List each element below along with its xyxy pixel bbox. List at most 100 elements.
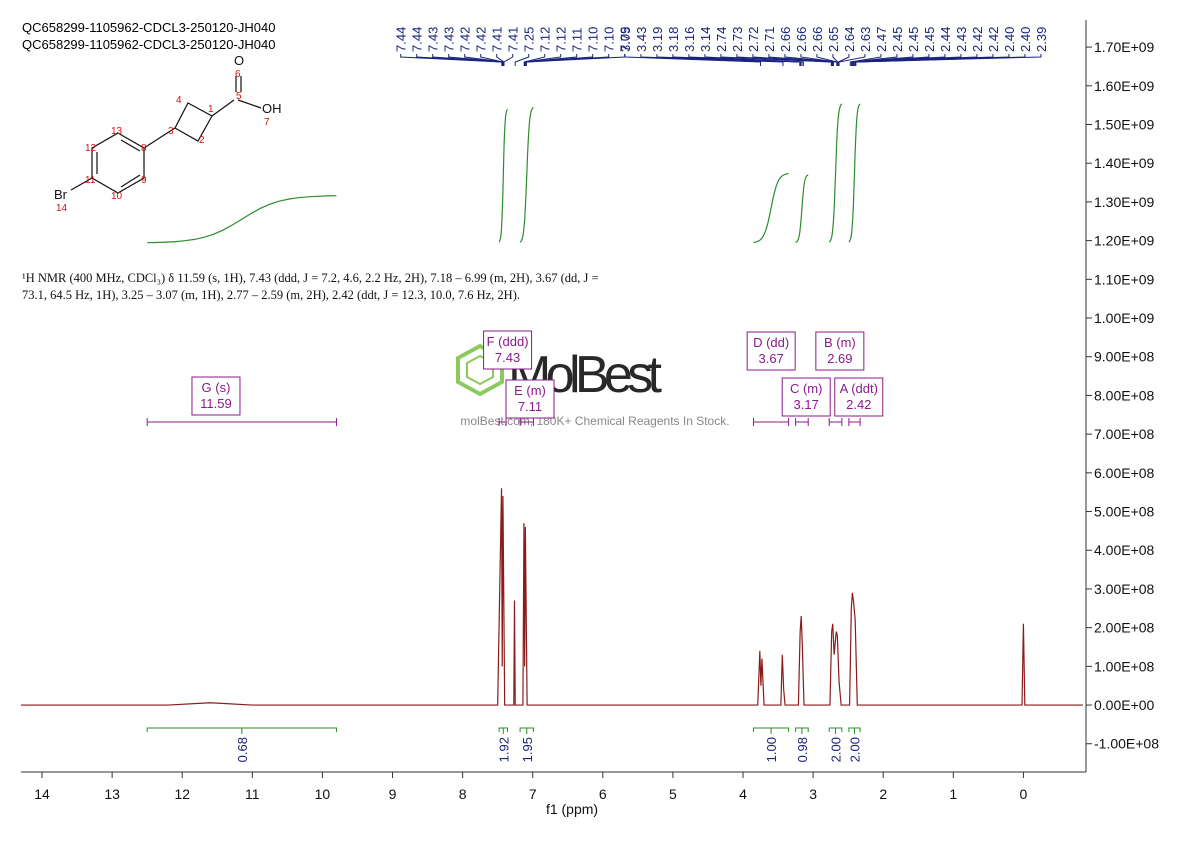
multiplet-box bbox=[746, 331, 796, 371]
peak-label: 3.75 bbox=[618, 27, 633, 52]
atom-number: 1 bbox=[208, 104, 214, 115]
peak-leader bbox=[523, 54, 562, 66]
multiplet-shift: 7.11 bbox=[518, 399, 542, 414]
x-axis-title: f1 (ppm) bbox=[546, 801, 598, 817]
integral-curve bbox=[795, 174, 809, 244]
x-tick-label: 3 bbox=[809, 786, 817, 802]
bond bbox=[70, 177, 93, 191]
y-tick-label: 9.00E+08 bbox=[1094, 349, 1155, 365]
peak-label: 2.45 bbox=[922, 27, 937, 52]
chart-subtitle: QC658299-1105962-CDCL3-250120-JH040 bbox=[22, 37, 275, 52]
multiplet-range bbox=[848, 418, 861, 426]
multiplet-range bbox=[795, 418, 809, 426]
multiplet-range bbox=[828, 418, 843, 426]
peak-leader bbox=[448, 54, 504, 66]
atom-label: O bbox=[234, 53, 244, 68]
bond bbox=[120, 139, 141, 152]
y-tick-label: 6.00E+08 bbox=[1094, 465, 1155, 481]
y-tick-label: -1.00E+08 bbox=[1094, 736, 1159, 752]
multiplet-shift: 7.43 bbox=[495, 350, 520, 365]
atom-number: 4 bbox=[176, 95, 182, 106]
peak-leader bbox=[736, 54, 833, 66]
peak-leader bbox=[832, 54, 839, 66]
peak-label: 3.16 bbox=[682, 27, 697, 52]
multiplet-name: G (s) bbox=[202, 380, 231, 395]
peak-label: 2.72 bbox=[746, 27, 761, 52]
y-tick-label: 1.60E+09 bbox=[1094, 78, 1155, 94]
peak-leader bbox=[416, 54, 503, 66]
multiplet-shift: 3.17 bbox=[794, 397, 819, 412]
peak-leader bbox=[768, 54, 834, 66]
y-tick-label: 1.40E+09 bbox=[1094, 155, 1155, 171]
multiplet-box bbox=[834, 377, 884, 417]
atom-number: 2 bbox=[199, 135, 205, 146]
peak-label: 7.09 bbox=[618, 27, 633, 52]
atom-number: 8 bbox=[141, 143, 147, 154]
y-tick-label: 2.00E+08 bbox=[1094, 620, 1155, 636]
integral-label: 2.00 bbox=[829, 737, 844, 762]
atom-number: 11 bbox=[85, 175, 96, 186]
atom-number: 14 bbox=[56, 203, 68, 214]
peak-label: 7.25 bbox=[522, 27, 537, 52]
x-tick-label: 12 bbox=[174, 786, 190, 802]
ring bbox=[91, 132, 145, 194]
atom-number: 3 bbox=[168, 126, 174, 137]
peak-leader bbox=[752, 54, 834, 66]
integral-curve bbox=[828, 103, 843, 243]
x-tick-label: 9 bbox=[389, 786, 397, 802]
multiplet-box bbox=[815, 331, 865, 371]
peak-leader bbox=[855, 54, 1042, 66]
peak-leader bbox=[838, 54, 866, 66]
integral-label: 0.98 bbox=[795, 737, 810, 762]
integral-label: 1.92 bbox=[496, 737, 511, 762]
peak-label: 3.19 bbox=[650, 27, 665, 52]
integral-label: 2.00 bbox=[847, 737, 862, 762]
atom-number: 5 bbox=[236, 91, 242, 102]
y-tick-label: 1.00E+09 bbox=[1094, 310, 1155, 326]
integral-curve bbox=[147, 195, 337, 244]
multiplet-name: C (m) bbox=[790, 381, 823, 396]
spectrum-line bbox=[21, 488, 1083, 706]
peak-label: 2.66 bbox=[810, 27, 825, 52]
x-tick-label: 14 bbox=[34, 786, 50, 802]
peak-leader bbox=[640, 54, 784, 66]
multiplet-name: A (ddt) bbox=[840, 381, 878, 396]
peak-label: 2.44 bbox=[938, 27, 953, 52]
atom-number: 10 bbox=[111, 191, 123, 202]
x-tick-label: 4 bbox=[739, 786, 747, 802]
y-tick-label: 0.00E+00 bbox=[1094, 697, 1155, 713]
peak-leader bbox=[503, 54, 514, 66]
x-tick-label: 1 bbox=[949, 786, 957, 802]
peak-label: 2.65 bbox=[826, 27, 841, 52]
peak-label: 2.42 bbox=[970, 27, 985, 52]
y-tick-label: 1.70E+09 bbox=[1094, 39, 1155, 55]
peak-label: 2.71 bbox=[762, 27, 777, 52]
bond bbox=[211, 99, 235, 117]
peak-label: 3.14 bbox=[698, 27, 713, 52]
integral-curve bbox=[519, 106, 534, 243]
multiplet-shift: 3.67 bbox=[758, 351, 783, 366]
peak-leader bbox=[624, 54, 762, 66]
integral-label: 0.68 bbox=[235, 737, 250, 762]
y-tick-label: 3.00E+08 bbox=[1094, 581, 1155, 597]
peak-label: 7.11 bbox=[570, 28, 585, 52]
peak-leader bbox=[837, 54, 850, 66]
multiplet-name: E (m) bbox=[514, 383, 546, 398]
x-tick-label: 5 bbox=[669, 786, 677, 802]
peak-label: 2.40 bbox=[1002, 27, 1017, 52]
peak-label: 2.74 bbox=[714, 27, 729, 52]
multiplet-range bbox=[146, 418, 337, 426]
multiplet-name: D (dd) bbox=[753, 335, 789, 350]
peak-label: 2.63 bbox=[858, 27, 873, 52]
atom-label: OH bbox=[262, 101, 282, 116]
x-tick-label: 8 bbox=[459, 786, 467, 802]
y-tick-label: 4.00E+08 bbox=[1094, 542, 1155, 558]
x-tick-label: 0 bbox=[1020, 786, 1028, 802]
atom-label: Br bbox=[54, 187, 68, 202]
multiplet-box bbox=[191, 376, 241, 416]
peak-label: 2.73 bbox=[730, 27, 745, 52]
x-tick-label: 2 bbox=[879, 786, 887, 802]
structure bbox=[70, 76, 262, 194]
y-tick-label: 1.20E+09 bbox=[1094, 233, 1155, 249]
